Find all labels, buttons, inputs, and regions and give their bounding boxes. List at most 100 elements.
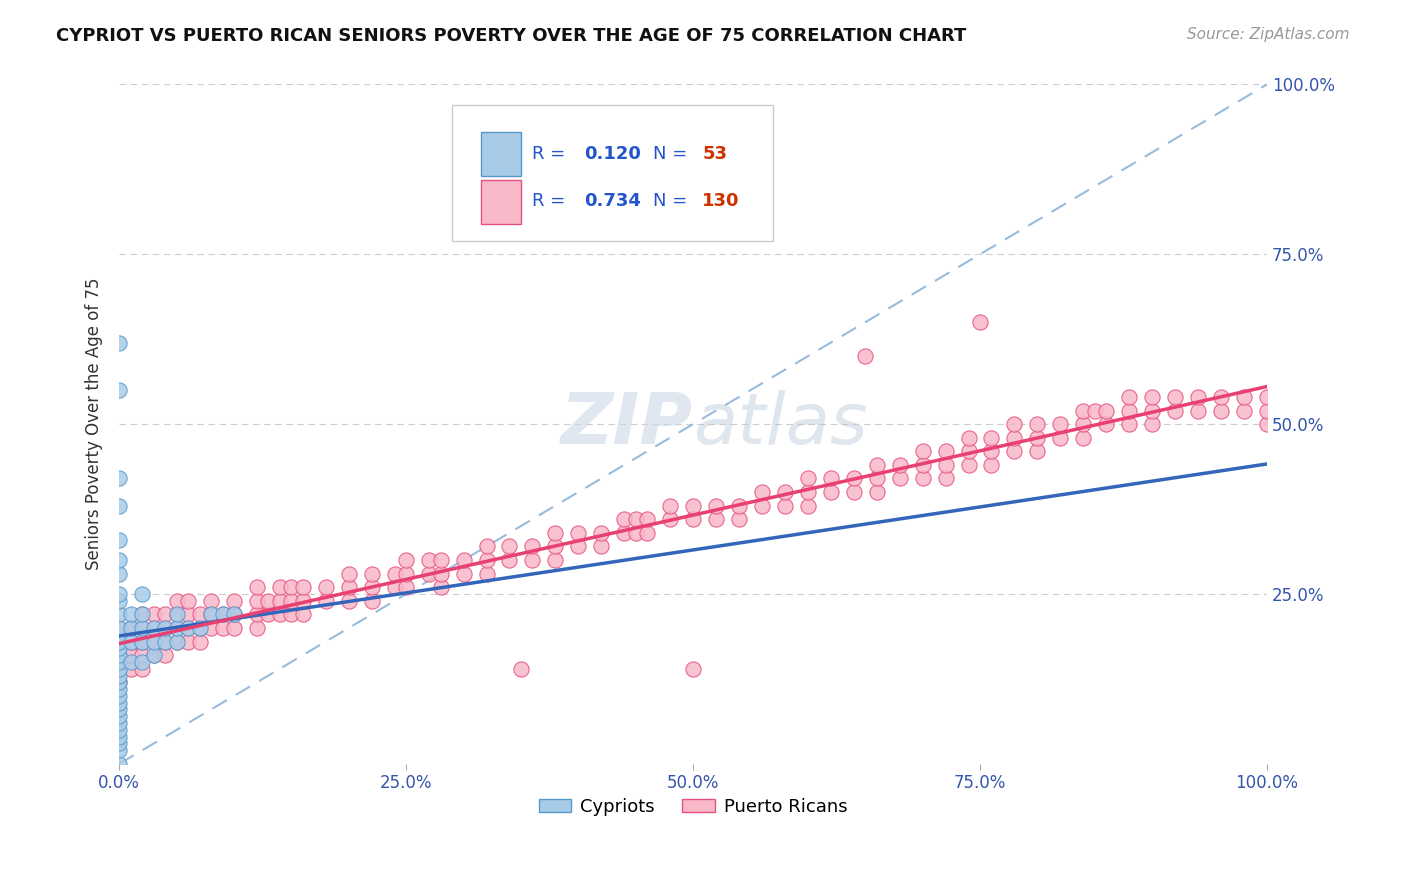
- Point: [591, 540, 613, 554]
- Point: [108, 335, 131, 350]
- Point: [222, 607, 245, 622]
- Point: [177, 594, 200, 608]
- Point: [131, 648, 153, 662]
- Point: [131, 607, 153, 622]
- Point: [153, 634, 176, 648]
- Point: [166, 634, 188, 648]
- Y-axis label: Seniors Poverty Over the Age of 75: Seniors Poverty Over the Age of 75: [86, 278, 103, 570]
- Point: [1026, 431, 1049, 445]
- Point: [108, 689, 131, 703]
- Point: [418, 566, 440, 581]
- Point: [280, 607, 302, 622]
- Point: [1118, 417, 1140, 431]
- Point: [1002, 417, 1025, 431]
- Point: [131, 634, 153, 648]
- Point: [142, 634, 165, 648]
- Point: [773, 485, 796, 500]
- Point: [911, 458, 934, 472]
- Point: [177, 607, 200, 622]
- Point: [1084, 403, 1107, 417]
- Point: [211, 621, 233, 635]
- Point: [108, 675, 131, 690]
- Point: [429, 580, 451, 594]
- Point: [166, 621, 188, 635]
- Point: [384, 566, 406, 581]
- Point: [957, 458, 980, 472]
- Point: [280, 594, 302, 608]
- Point: [108, 696, 131, 710]
- Point: [935, 471, 957, 485]
- Point: [682, 512, 704, 526]
- Point: [153, 607, 176, 622]
- Point: [1118, 403, 1140, 417]
- Point: [1002, 431, 1025, 445]
- Point: [1164, 403, 1187, 417]
- Point: [682, 662, 704, 676]
- Point: [980, 444, 1002, 458]
- Point: [131, 587, 153, 601]
- Point: [166, 634, 188, 648]
- Point: [131, 607, 153, 622]
- Point: [177, 634, 200, 648]
- Point: [1071, 431, 1094, 445]
- Point: [222, 607, 245, 622]
- Point: [1187, 403, 1209, 417]
- Point: [1140, 403, 1163, 417]
- Point: [108, 499, 131, 513]
- Point: [200, 607, 222, 622]
- Point: [291, 607, 314, 622]
- Point: [315, 580, 337, 594]
- Point: [1095, 417, 1118, 431]
- Point: [889, 458, 911, 472]
- Point: [337, 566, 360, 581]
- Point: [269, 607, 291, 622]
- Point: [1140, 390, 1163, 404]
- Point: [108, 383, 131, 397]
- Point: [142, 607, 165, 622]
- Point: [120, 662, 142, 676]
- Point: [866, 471, 889, 485]
- Point: [108, 756, 131, 771]
- Point: [853, 349, 876, 363]
- Point: [1002, 444, 1025, 458]
- Point: [337, 594, 360, 608]
- Text: 0.120: 0.120: [583, 145, 641, 162]
- Point: [108, 471, 131, 485]
- Point: [108, 533, 131, 547]
- Point: [291, 594, 314, 608]
- Point: [889, 471, 911, 485]
- Point: [108, 702, 131, 716]
- Point: [384, 580, 406, 594]
- Point: [166, 621, 188, 635]
- Point: [360, 580, 382, 594]
- Point: [120, 648, 142, 662]
- Point: [704, 512, 727, 526]
- Point: [395, 580, 418, 594]
- Point: [624, 525, 647, 540]
- Point: [108, 607, 131, 622]
- Point: [108, 594, 131, 608]
- FancyBboxPatch shape: [481, 179, 522, 224]
- Point: [211, 607, 233, 622]
- Point: [820, 471, 842, 485]
- Point: [108, 736, 131, 750]
- Point: [659, 499, 682, 513]
- Text: N =: N =: [652, 145, 693, 162]
- Point: [429, 553, 451, 567]
- Point: [544, 553, 567, 567]
- Point: [1095, 403, 1118, 417]
- Point: [636, 512, 658, 526]
- Point: [142, 621, 165, 635]
- Point: [1233, 403, 1256, 417]
- Point: [108, 587, 131, 601]
- Text: atlas: atlas: [693, 390, 868, 458]
- Point: [636, 525, 658, 540]
- Point: [1118, 390, 1140, 404]
- Point: [142, 621, 165, 635]
- Text: R =: R =: [533, 193, 571, 211]
- Point: [246, 594, 269, 608]
- Point: [613, 512, 636, 526]
- Point: [1233, 390, 1256, 404]
- Point: [773, 499, 796, 513]
- Point: [246, 621, 269, 635]
